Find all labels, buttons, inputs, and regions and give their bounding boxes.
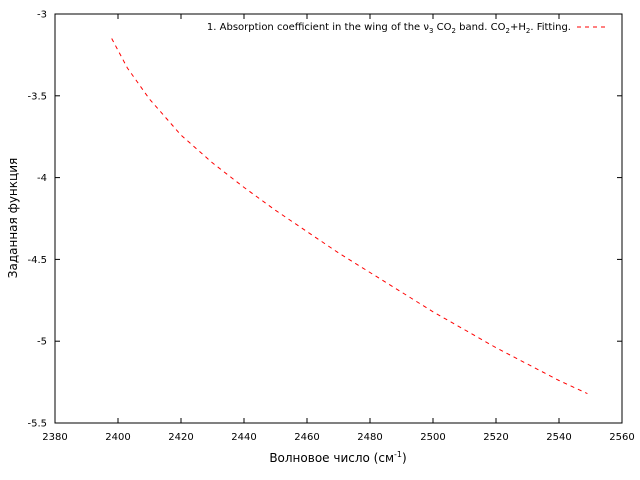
x-tick-label: 2460: [294, 432, 319, 443]
y-tick-label: -5.5: [27, 419, 47, 430]
y-axis-ticks: -3 -3.5 -4 -4.5 -5 -5.5: [27, 10, 622, 430]
plot-frame: [54, 13, 623, 424]
y-tick-label: -3.5: [27, 91, 47, 102]
x-axis-ticks: 2380 2400 2420 2440 2460 2480 2500 2520 2540 2560: [42, 14, 635, 443]
x-tick-label: 2400: [105, 432, 130, 443]
x-tick-label: 2520: [483, 432, 508, 443]
x-tick-label: 2440: [231, 432, 256, 443]
x-axis-title: Волновое число (см-1): [269, 450, 406, 465]
x-tick-label: 2380: [42, 432, 67, 443]
y-tick-label: -4.5: [27, 255, 47, 266]
x-tick-label: 2560: [609, 432, 634, 443]
x-tick-label: 2540: [546, 432, 571, 443]
legend: 1. Absorption coefficient in the wing of…: [207, 22, 609, 35]
x-axis-title-superscript: -1: [394, 450, 402, 459]
series-line: [111, 38, 588, 395]
legend-entry-label: 1. Absorption coefficient in the wing of…: [207, 22, 571, 35]
y-axis-title: Заданная функция: [6, 158, 20, 278]
series-layer: [111, 38, 588, 395]
y-tick-label: -5: [37, 337, 47, 348]
x-axis-title-tail: ): [402, 451, 407, 465]
x-tick-label: 2480: [357, 432, 382, 443]
y-tick-label: -4: [37, 173, 47, 184]
x-tick-label: 2500: [420, 432, 445, 443]
x-tick-label: 2420: [168, 432, 193, 443]
y-tick-label: -3: [37, 10, 47, 21]
